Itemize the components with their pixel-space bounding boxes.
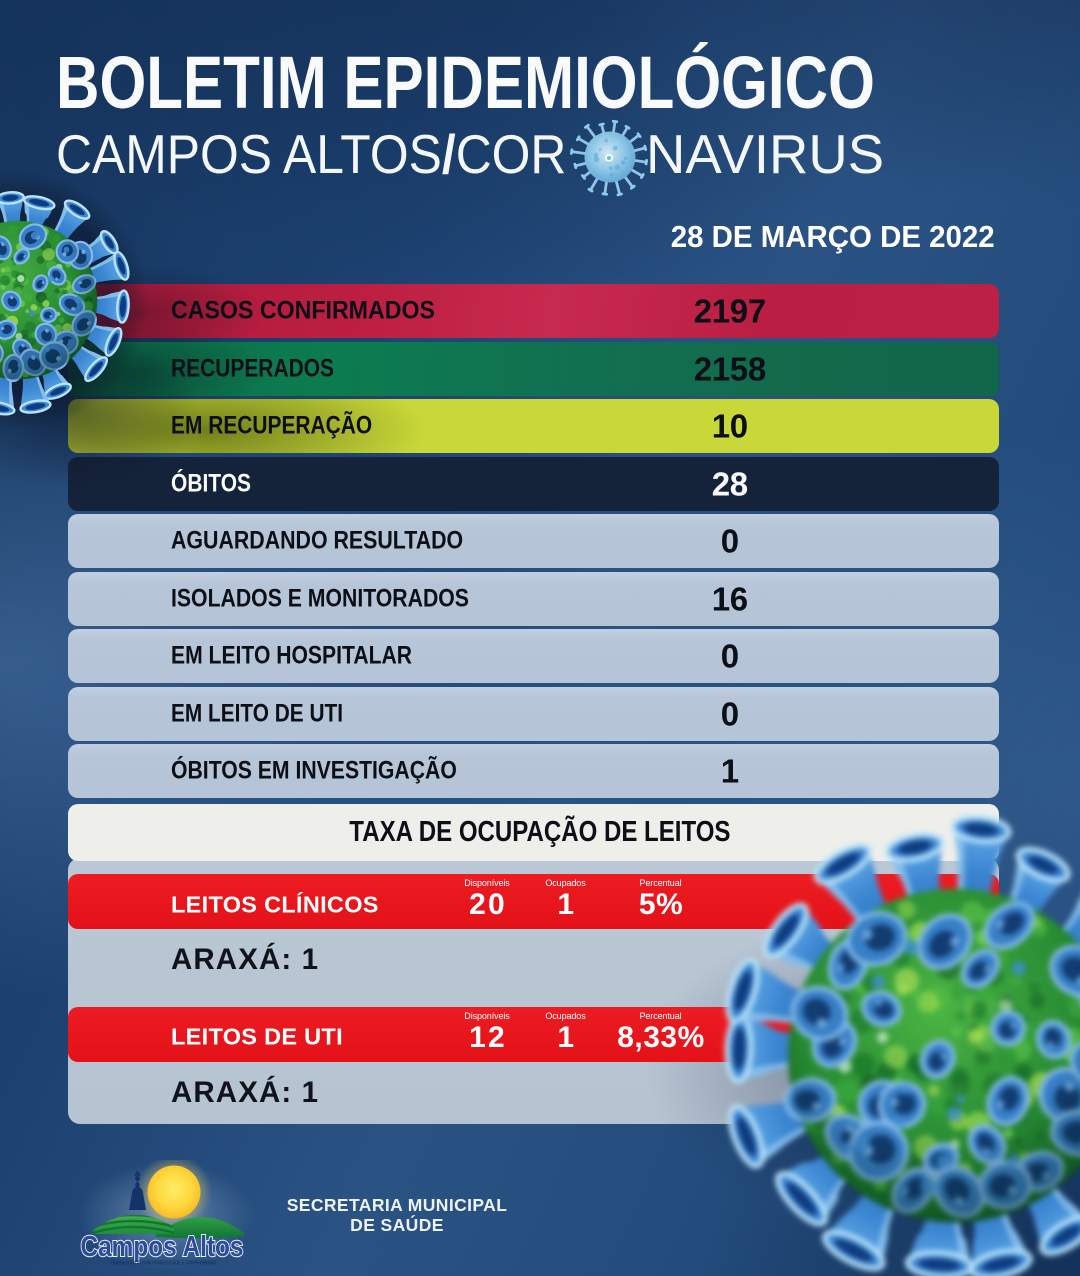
svg-text:Campos Altos: Campos Altos [81,1231,244,1263]
svg-text:TRABALHANDO COM HONESTIDADE E: TRABALHANDO COM HONESTIDADE E COMPROMISS… [111,1261,216,1267]
